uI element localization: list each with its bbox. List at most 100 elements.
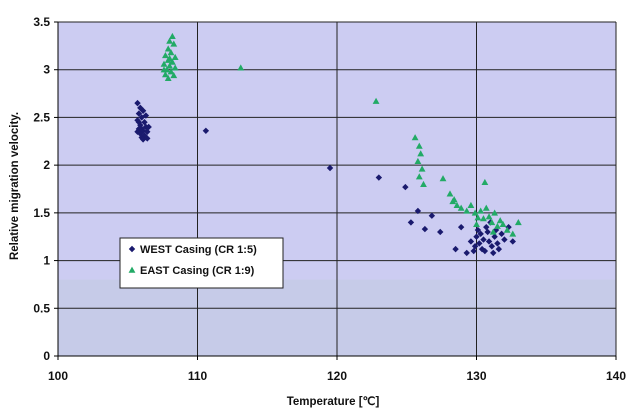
data-point-west (326, 164, 334, 172)
data-point-east (453, 201, 461, 208)
data-point-east (167, 49, 175, 56)
data-point-east (417, 150, 425, 157)
data-point-west (467, 238, 475, 245)
axes: 0 0.5 1 1.5 2 2.5 3 3.5 100 110 120 130 140 (33, 15, 626, 383)
data-point-west (494, 240, 501, 247)
data-point-east (168, 32, 176, 40)
legend-label-west: WEST Casing (CR 1:5) (140, 244, 257, 256)
data-point-east (467, 201, 475, 208)
y-tick-label: 2 (43, 158, 50, 172)
data-point-east (499, 220, 507, 228)
data-point-east (481, 178, 489, 186)
data-point-west (484, 228, 491, 236)
data-point-east (160, 66, 168, 73)
data-point-east (168, 58, 176, 65)
legend-label-east: EAST Casing (CR 1:9) (140, 265, 255, 277)
y-tick-label: 2.5 (33, 110, 50, 124)
data-point-west (457, 223, 465, 231)
data-point-east (489, 228, 497, 235)
data-point-west (414, 207, 422, 215)
data-point-east (488, 219, 496, 226)
data-point-east (509, 230, 517, 237)
data-point-west (139, 107, 147, 114)
data-point-east (170, 40, 178, 47)
legend-marker-east (128, 266, 136, 273)
data-point-west (483, 223, 490, 231)
data-points (134, 32, 522, 257)
x-tick-label: 100 (48, 369, 68, 383)
data-point-east (449, 198, 457, 205)
y-tick-label: 1.5 (33, 206, 50, 220)
data-point-east (471, 209, 479, 216)
data-point-west (452, 245, 459, 253)
data-point-east (463, 207, 471, 214)
data-point-east (162, 71, 169, 78)
data-point-east (415, 173, 423, 180)
data-point-east (237, 64, 245, 71)
data-point-west (134, 99, 141, 107)
data-point-west (495, 245, 503, 253)
data-point-west (474, 226, 482, 234)
data-point-east (457, 204, 465, 211)
data-point-east (162, 52, 169, 59)
data-point-west (135, 110, 143, 117)
data-point-west (488, 243, 496, 250)
data-point-west (144, 135, 151, 142)
data-point-east (166, 54, 173, 61)
x-tick-label: 120 (327, 369, 347, 383)
data-point-east (164, 74, 172, 82)
data-point-west (509, 238, 516, 245)
data-point-west (145, 123, 152, 131)
data-point-west (375, 174, 383, 181)
data-point-west (473, 233, 480, 240)
data-point-east (171, 53, 179, 61)
data-point-east (418, 165, 426, 172)
y-tick-label: 3 (43, 63, 50, 77)
data-point-west (437, 228, 444, 236)
data-point-west (498, 230, 505, 238)
data-point-west (202, 127, 210, 134)
data-point-east (170, 72, 178, 79)
legend: WEST Casing (CR 1:5) EAST Casing (CR 1:9) (119, 237, 284, 289)
data-point-east (415, 142, 423, 149)
data-point-west (470, 247, 477, 255)
data-point-west (139, 136, 147, 143)
data-point-east (474, 214, 482, 221)
data-point-east (166, 37, 173, 44)
data-point-west (485, 238, 493, 245)
data-point-east (446, 190, 454, 197)
legend-marker-west (128, 245, 136, 253)
data-point-west (480, 236, 487, 243)
data-point-east (166, 62, 173, 69)
x-axis-label: Temperature [℃] (287, 395, 380, 408)
data-point-east (473, 220, 480, 228)
y-tick-label: 1 (43, 254, 50, 268)
data-point-east (414, 157, 422, 165)
y-tick-label: 0.5 (33, 301, 50, 315)
data-point-east (494, 222, 501, 229)
data-point-east (411, 134, 419, 141)
data-point-east (514, 219, 522, 226)
data-point-east (167, 68, 175, 75)
data-point-west (490, 249, 497, 257)
data-point-west (471, 243, 479, 250)
data-point-west (501, 236, 508, 243)
data-point-west (476, 240, 483, 247)
data-point-west (407, 219, 415, 226)
x-tick-label: 110 (188, 369, 208, 383)
data-point-east (164, 45, 172, 52)
data-point-west (463, 249, 470, 257)
y-tick-label: 3.5 (33, 15, 50, 29)
data-point-east (372, 97, 380, 104)
data-point-east (491, 209, 499, 216)
x-tick-label: 140 (606, 369, 626, 383)
data-point-east (439, 175, 447, 182)
data-point-west (142, 112, 150, 119)
data-point-east (482, 204, 490, 211)
data-point-east (477, 207, 485, 214)
y-axis-label: Relative migration velocity. (9, 112, 21, 260)
data-point-east (420, 180, 427, 187)
data-point-east (160, 60, 168, 67)
